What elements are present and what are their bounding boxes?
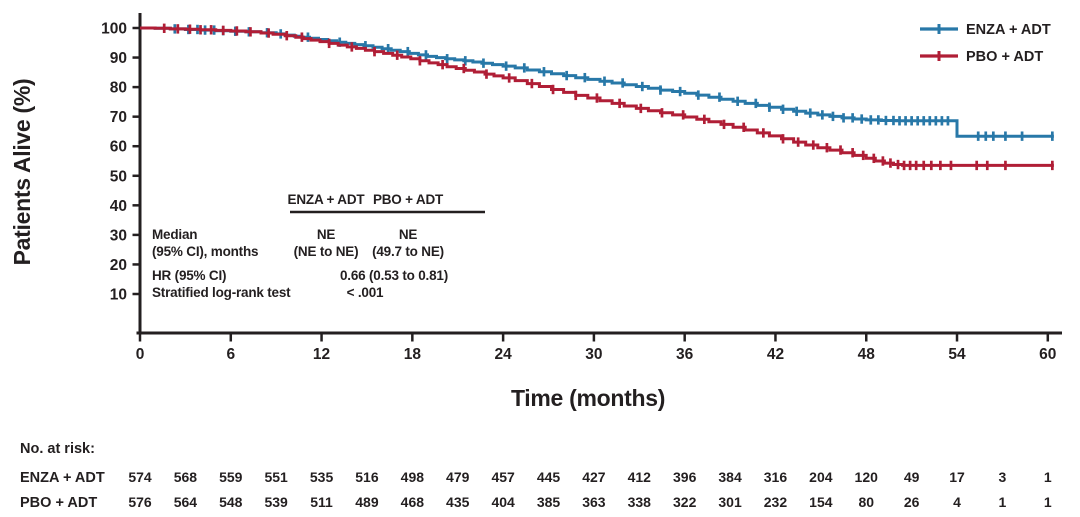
risk-count: 559: [219, 469, 243, 485]
x-tick-label: 18: [404, 346, 422, 363]
risk-count: 576: [128, 494, 152, 510]
y-axis-title: Patients Alive (%): [9, 79, 35, 266]
risk-row-label: PBO + ADT: [20, 495, 97, 511]
x-tick-label: 30: [585, 346, 602, 363]
risk-count: 3: [999, 469, 1007, 485]
risk-count: 120: [855, 469, 879, 485]
legend-entry: PBO + ADT: [920, 49, 1043, 65]
risk-count: 548: [219, 494, 243, 510]
y-tick-label: 20: [110, 257, 127, 274]
risk-count: 427: [582, 469, 606, 485]
x-tick-label: 36: [676, 346, 694, 363]
stats-logrank-value: < .001: [347, 285, 384, 300]
y-tick-label: 10: [110, 287, 127, 304]
y-tick-label: 40: [110, 198, 127, 215]
risk-count: 80: [858, 494, 874, 510]
x-tick-label: 6: [226, 346, 235, 363]
risk-count: 511: [310, 494, 333, 510]
risk-count: 551: [264, 469, 288, 485]
x-tick-label: 60: [1039, 346, 1056, 363]
risk-count: 26: [904, 494, 920, 510]
stats-hr-label: HR (95% CI): [152, 268, 226, 283]
x-tick-label: 24: [494, 346, 512, 363]
risk-count: 154: [809, 494, 833, 510]
y-axis-ticks: 10 20 30 40 50 60 70 80 90 100: [101, 21, 140, 304]
x-tick-label: 12: [313, 346, 330, 363]
risk-count: 384: [718, 469, 742, 485]
legend-label: PBO + ADT: [966, 49, 1043, 65]
risk-count: 539: [264, 494, 288, 510]
risk-count: 232: [764, 494, 788, 510]
stats-col1-header: ENZA + ADT: [288, 192, 366, 207]
stats-median-pbo-1: NE: [399, 227, 418, 242]
risk-count: 564: [174, 494, 198, 510]
risk-count: 489: [355, 494, 379, 510]
risk-count: 1: [1044, 469, 1052, 485]
pbo-curve: [140, 23, 1054, 171]
risk-count: 498: [401, 469, 425, 485]
y-tick-label: 70: [110, 109, 127, 126]
risk-count: 301: [718, 494, 742, 510]
x-axis-ticks: 0 6 12 18 24 30 36 42 48 54 60: [136, 333, 1056, 363]
y-tick-label: 100: [101, 21, 127, 38]
stats-median-enza-2: (NE to NE): [294, 244, 359, 259]
risk-count: 1: [1044, 494, 1052, 510]
risk-count: 412: [628, 469, 652, 485]
risk-count: 457: [491, 469, 515, 485]
x-axis-title: Time (months): [511, 385, 665, 411]
legend-label: ENZA + ADT: [966, 22, 1051, 38]
y-tick-label: 50: [110, 168, 127, 185]
risk-count: 49: [904, 469, 920, 485]
y-tick-label: 80: [110, 80, 127, 97]
risk-row-label: ENZA + ADT: [20, 470, 105, 486]
risk-table-title: No. at risk:: [20, 441, 95, 457]
x-tick-label: 54: [948, 346, 966, 363]
risk-count: 204: [809, 469, 833, 485]
survival-curves: [140, 23, 1054, 171]
risk-table: No. at risk: ENZA + ADT 574 568 559 551 535 51…: [20, 441, 1052, 511]
x-tick-label: 48: [858, 346, 876, 363]
risk-count: 363: [582, 494, 606, 510]
stats-table: ENZA + ADT PBO + ADT Median (95% CI), mo…: [152, 192, 485, 300]
legend-entry: ENZA + ADT: [920, 22, 1051, 38]
stats-col2-header: PBO + ADT: [373, 192, 444, 207]
risk-count: 4: [953, 494, 961, 510]
risk-count: 322: [673, 494, 697, 510]
x-tick-label: 0: [136, 346, 145, 363]
y-tick-label: 90: [110, 50, 127, 67]
stats-median-enza-1: NE: [317, 227, 336, 242]
stats-logrank-label: Stratified log-rank test: [152, 285, 291, 300]
y-tick-label: 60: [110, 139, 127, 156]
risk-count: 316: [764, 469, 788, 485]
risk-row: PBO + ADT 576 564 548 539 511 489 468 435 404 385 3…: [20, 494, 1052, 511]
stats-hr-value: 0.66 (0.53 to 0.81): [340, 268, 448, 283]
risk-count: 535: [310, 469, 334, 485]
risk-count: 435: [446, 494, 470, 510]
enza-curve: [140, 24, 1054, 141]
risk-count: 568: [174, 469, 198, 485]
risk-count: 17: [949, 469, 965, 485]
risk-count: 516: [355, 469, 379, 485]
risk-count: 468: [401, 494, 425, 510]
legend: ENZA + ADT PBO + ADT: [920, 22, 1051, 65]
risk-count: 396: [673, 469, 697, 485]
risk-count: 445: [537, 469, 561, 485]
risk-count: 1: [999, 494, 1007, 510]
risk-count: 479: [446, 469, 470, 485]
stats-median-pbo-2: (49.7 to NE): [372, 244, 444, 259]
risk-table-rows: ENZA + ADT 574 568 559 551 535 516 498 479 457 445…: [20, 469, 1052, 511]
risk-row: ENZA + ADT 574 568 559 551 535 516 498 479 457 445…: [20, 469, 1052, 486]
risk-count: 338: [628, 494, 652, 510]
stats-median-label-2: (95% CI), months: [152, 244, 258, 259]
risk-count: 385: [537, 494, 561, 510]
stats-median-label-1: Median: [152, 227, 197, 242]
axes: [136, 13, 1062, 335]
risk-count: 404: [491, 494, 515, 510]
risk-count: 574: [128, 469, 152, 485]
y-tick-label: 30: [110, 227, 127, 244]
x-tick-label: 42: [767, 346, 784, 363]
